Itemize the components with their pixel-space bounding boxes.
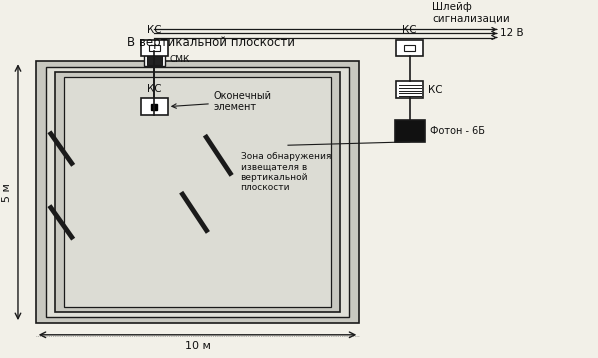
Text: КС: КС xyxy=(428,85,443,95)
Text: 5 м: 5 м xyxy=(2,183,13,202)
Bar xyxy=(149,45,160,51)
Text: СМК: СМК xyxy=(170,55,190,64)
Text: Фотон - 6Б: Фотон - 6Б xyxy=(431,126,486,136)
Bar xyxy=(36,61,359,323)
Text: 12 В: 12 В xyxy=(500,29,524,38)
Bar xyxy=(395,120,425,142)
Bar xyxy=(396,82,423,98)
Bar xyxy=(64,77,331,307)
Text: КС: КС xyxy=(147,84,162,94)
Text: КС: КС xyxy=(147,25,162,35)
Text: Зона обнаружения
извещателя в
вертикальной
плоскости: Зона обнаружения извещателя в вертикальн… xyxy=(240,152,331,192)
Bar xyxy=(147,55,162,65)
Bar xyxy=(396,39,423,56)
Text: В вертикальной плоскости: В вертикальной плоскости xyxy=(127,36,295,49)
Bar xyxy=(47,67,349,317)
Text: 10 м: 10 м xyxy=(185,341,210,351)
Text: Шлейф
сигнализации: Шлейф сигнализации xyxy=(432,2,509,23)
Text: Оконечный
элемент: Оконечный элемент xyxy=(172,91,272,112)
Bar xyxy=(141,39,168,56)
Bar xyxy=(141,98,168,115)
Bar xyxy=(144,52,165,66)
Bar xyxy=(56,72,340,312)
Bar xyxy=(404,45,415,51)
Text: КС: КС xyxy=(402,25,417,35)
